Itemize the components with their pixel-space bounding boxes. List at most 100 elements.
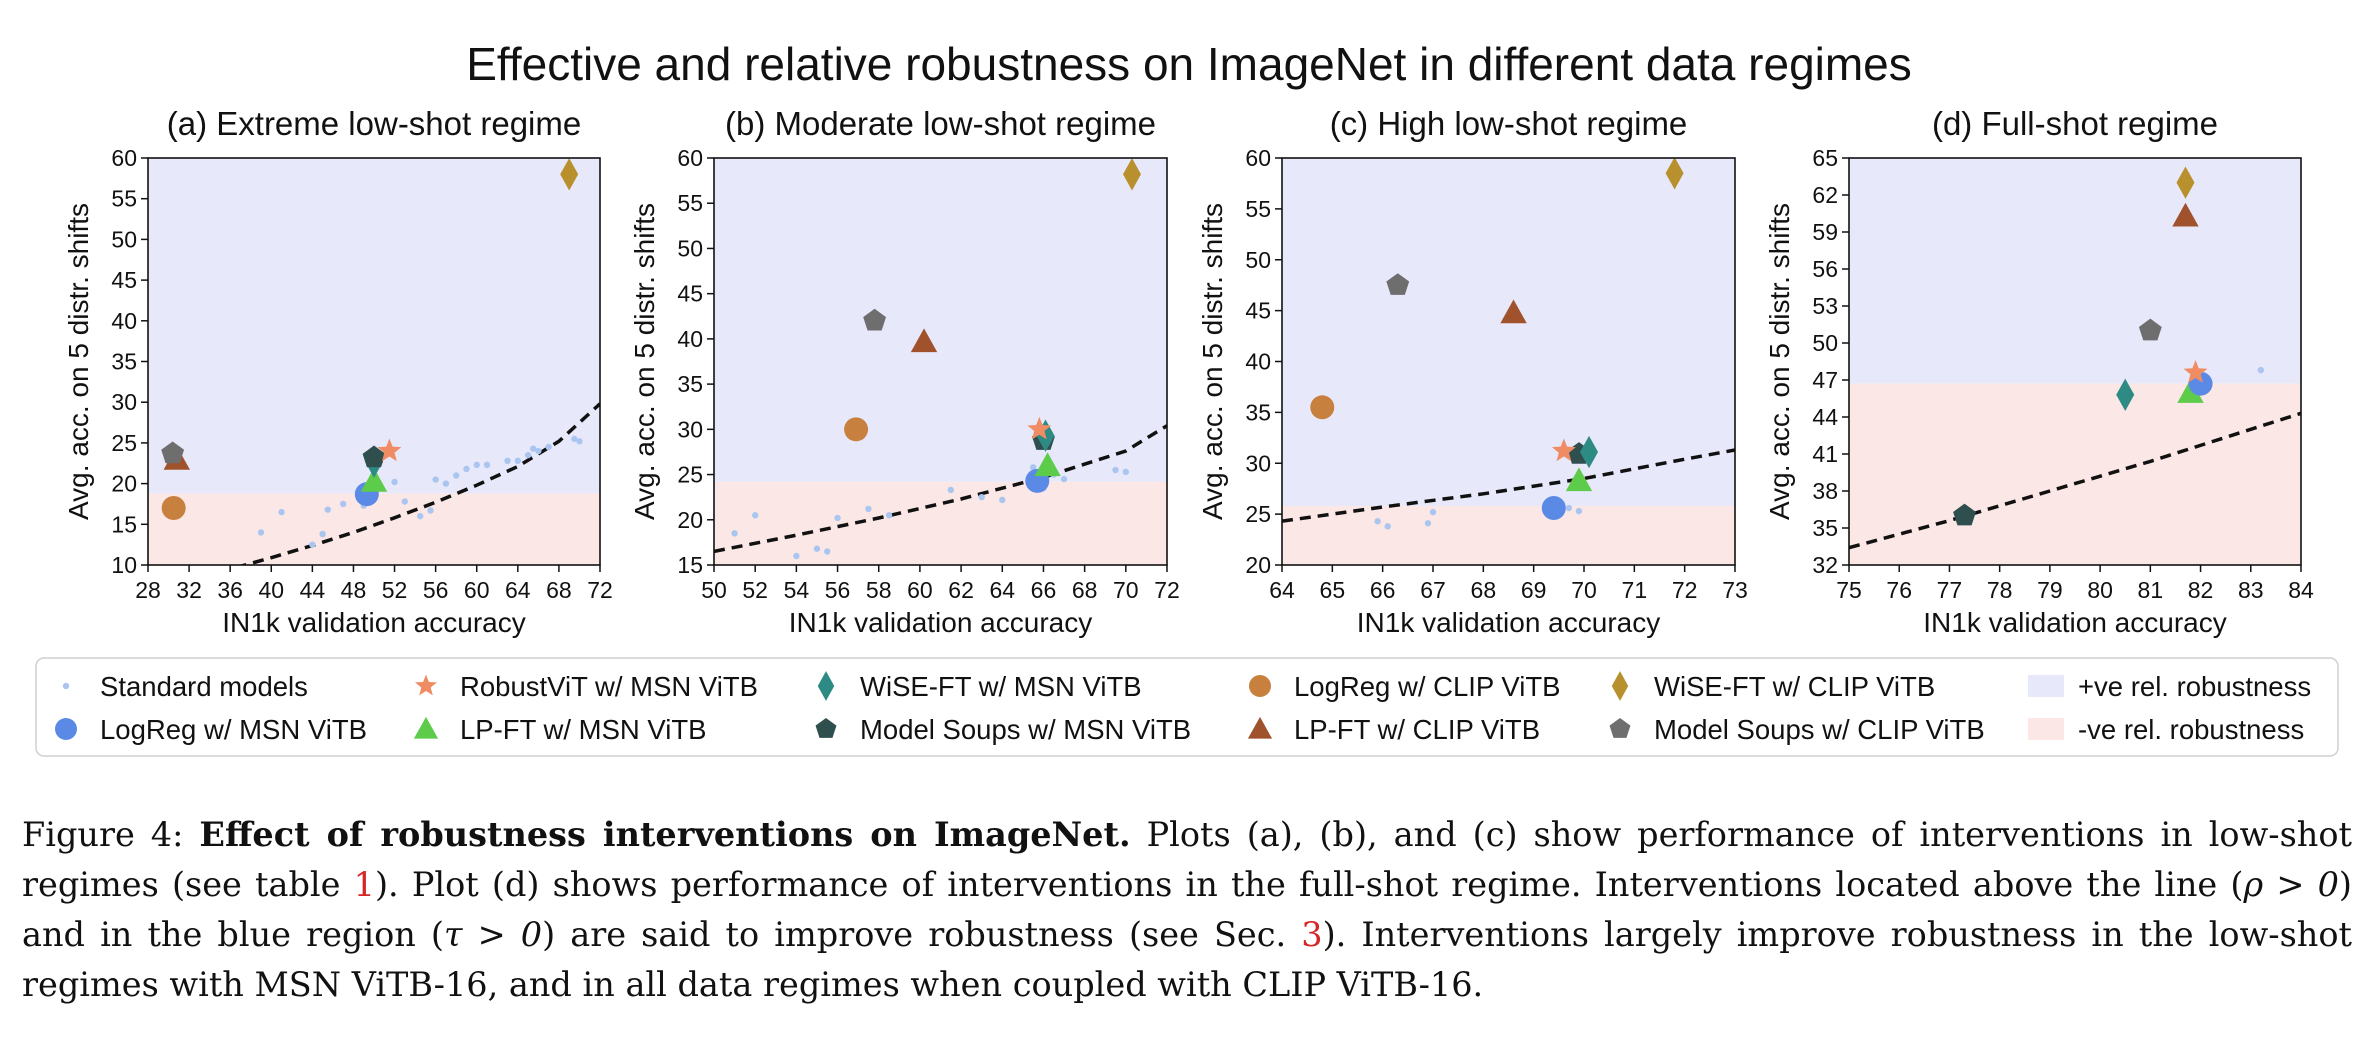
wise-ft-w-clip-vitb-point — [1122, 158, 1141, 191]
x-axis-label: IN1k validation accuracy — [1923, 607, 2226, 638]
legend-item-logreg-w-msn-vitb: LogReg w/ MSN ViTB — [55, 714, 367, 745]
standard-model-point — [473, 461, 480, 469]
y-tick-label: 55 — [1245, 196, 1271, 222]
legend-label: RobustViT w/ MSN ViTB — [460, 671, 758, 702]
robustvit-w-msn-vitb-point — [1027, 416, 1052, 440]
x-tick-label: 56 — [825, 577, 851, 603]
standard-model-point — [514, 457, 522, 465]
y-tick-label: 30 — [1245, 450, 1271, 476]
caption-part2: ). Plot (d) shows performance of interve… — [374, 865, 2244, 904]
x-tick-label: 69 — [1521, 577, 1547, 603]
legend-item-ve-rel-robustness: -ve rel. robustness — [2028, 714, 2304, 745]
legend-label: LogReg w/ CLIP ViTB — [1294, 671, 1561, 702]
x-tick-label: 65 — [1320, 577, 1346, 603]
legend-marker — [1611, 671, 1629, 701]
negative-robustness-region — [1849, 383, 2301, 565]
y-axis-label: Avg. acc. on 5 distr. shifts — [1764, 203, 1795, 520]
x-tick-label: 56 — [423, 577, 449, 603]
x-tick-label: 84 — [2288, 577, 2314, 603]
standard-model-point — [1060, 475, 1068, 483]
legend-item-wise-ft-w-msn-vitb: WiSE-FT w/ MSN ViTB — [817, 671, 1142, 702]
standard-model-point — [834, 514, 841, 522]
legend-item-model-soups-w-msn-vitb: Model Soups w/ MSN ViTB — [815, 714, 1191, 745]
y-tick-label: 40 — [677, 326, 703, 352]
standard-model-point — [576, 438, 583, 445]
positive-robustness-region — [1282, 158, 1735, 506]
legend-label: LogReg w/ MSN ViTB — [100, 714, 367, 745]
x-axis-label: IN1k validation accuracy — [1357, 607, 1660, 638]
standard-model-point — [442, 480, 450, 487]
y-tick-label: 25 — [111, 430, 137, 456]
y-tick-label: 40 — [1245, 349, 1271, 375]
lp-ft-w-clip-vitb-point — [1500, 299, 1527, 324]
positive-robustness-region — [148, 158, 600, 494]
wise-ft-w-clip-vitb-point — [2176, 166, 2195, 199]
standard-model-point — [1112, 466, 1119, 474]
x-tick-label: 28 — [135, 577, 161, 603]
standard-model-point — [535, 447, 542, 455]
caption-ref-section[interactable]: 3 — [1301, 915, 1323, 954]
x-tick-label: 64 — [989, 577, 1015, 603]
panel-c: 64 65 66 67 68 69 70 71 72 73 20 25 30 35 40 45 50 55 60 (c… — [1197, 105, 1748, 638]
y-tick-label: 60 — [677, 145, 703, 171]
lp-ft-w-clip-vitb-point — [2172, 202, 2199, 227]
y-tick-label: 10 — [111, 552, 137, 578]
panel-b: 50 52 54 56 58 60 62 64 66 68 70 72 15 20 25 30 35 40 45 50… — [629, 105, 1180, 638]
standard-model-point — [2257, 366, 2265, 374]
panel-title: (c) High low-shot regime — [1330, 105, 1688, 142]
legend-item-lp-ft-w-msn-vitb: LP-FT w/ MSN ViTB — [413, 714, 707, 745]
y-tick-label: 50 — [1812, 330, 1838, 356]
y-tick-label: 20 — [677, 507, 703, 533]
panel-d: 75 76 77 78 79 80 81 82 83 84 32 35 38 41 44 47 50 53 56 59… — [1764, 105, 2314, 638]
y-tick-label: 65 — [1812, 145, 1838, 171]
logreg-w-clip-vitb-point — [161, 496, 186, 521]
y-tick-label: 50 — [1245, 247, 1271, 273]
legend-item-logreg-w-clip-vitb: LogReg w/ CLIP ViTB — [1249, 671, 1561, 702]
standard-model-point — [319, 530, 326, 538]
standard-model-point — [432, 476, 439, 483]
caption-part3: ) and in the blue region ( — [22, 865, 2352, 954]
logreg-w-msn-vitb-point — [1541, 496, 1566, 521]
x-tick-label: 72 — [1154, 577, 1180, 603]
y-tick-label: 15 — [111, 511, 137, 537]
figure-title: Effective and relative robustness on Ima… — [466, 38, 1912, 90]
standard-model-point — [751, 512, 759, 519]
y-tick-label: 44 — [1812, 404, 1838, 430]
legend-swatch — [2028, 675, 2064, 697]
y-tick-label: 62 — [1812, 182, 1838, 208]
standard-model-point — [1374, 518, 1381, 525]
x-tick-label: 50 — [701, 577, 727, 603]
y-tick-label: 45 — [1245, 298, 1271, 324]
x-tick-label: 72 — [1672, 577, 1698, 603]
standard-model-point — [824, 548, 831, 555]
x-tick-label: 78 — [1987, 577, 2013, 603]
standard-model-point — [1029, 464, 1037, 471]
y-tick-label: 15 — [677, 552, 703, 578]
x-tick-label: 36 — [217, 577, 243, 603]
standard-model-point — [865, 505, 872, 513]
standard-model-point — [813, 545, 821, 552]
x-tick-label: 75 — [1836, 577, 1862, 603]
wise-ft-w-clip-vitb-point — [1665, 157, 1684, 190]
caption-ref-table[interactable]: 1 — [353, 865, 375, 904]
y-tick-label: 30 — [677, 416, 703, 442]
legend-label: Model Soups w/ CLIP ViTB — [1654, 714, 1985, 745]
x-tick-label: 72 — [587, 577, 613, 603]
legend-label: LP-FT w/ CLIP ViTB — [1294, 714, 1540, 745]
x-tick-label: 58 — [866, 577, 892, 603]
standard-model-point — [885, 512, 893, 519]
logreg-w-clip-vitb-point — [1310, 395, 1335, 420]
x-tick-label: 67 — [1420, 577, 1446, 603]
x-tick-label: 52 — [742, 577, 768, 603]
legend-label: Standard models — [100, 671, 308, 702]
legend-marker — [1247, 716, 1273, 739]
lp-ft-w-msn-vitb-point — [360, 467, 388, 492]
negative-robustness-region — [714, 481, 1167, 565]
lp-ft-w-msn-vitb-point — [1034, 452, 1061, 477]
caption-part4: ) are said to improve robustness (see Se… — [542, 915, 1302, 954]
x-tick-label: 76 — [1886, 577, 1912, 603]
figure: Effective and relative robustness on Ima… — [35, 38, 2339, 757]
x-tick-label: 66 — [1031, 577, 1057, 603]
x-tick-label: 73 — [1722, 577, 1748, 603]
legend-label: Model Soups w/ MSN ViTB — [860, 714, 1191, 745]
